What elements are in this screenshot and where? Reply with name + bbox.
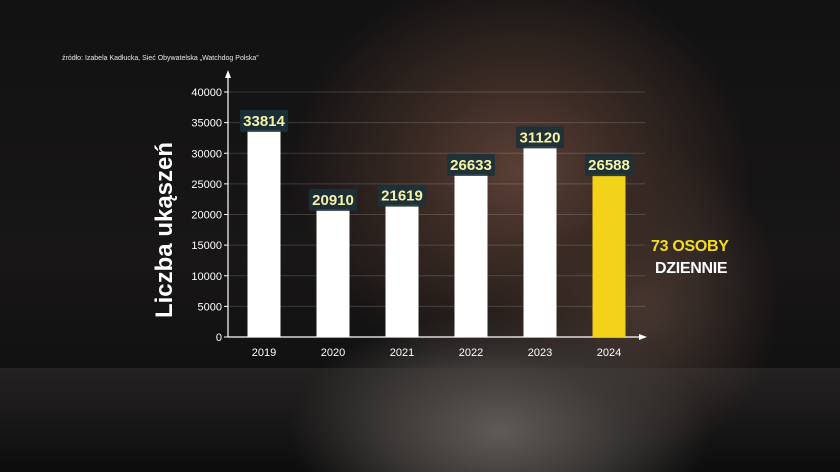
- x-axis-arrow: [639, 334, 647, 340]
- daily-count-note: 73 OSOBY: [651, 238, 729, 255]
- value-label: 31120: [520, 129, 561, 146]
- background-band: [0, 368, 840, 472]
- bar: [247, 129, 281, 337]
- bar: [454, 173, 488, 337]
- bars: [247, 129, 626, 337]
- axes: [224, 70, 647, 340]
- y-axis-arrow: [225, 70, 231, 78]
- y-tick-label: 5000: [198, 301, 222, 313]
- x-tick-label: 2024: [597, 347, 621, 359]
- y-tick-label: 35000: [191, 118, 222, 130]
- x-tick-label: 2021: [390, 347, 414, 359]
- value-label-box: [240, 109, 288, 132]
- bar: [592, 174, 626, 337]
- value-label: 26588: [588, 157, 630, 174]
- gridlines: [228, 91, 645, 307]
- value-label: 33814: [243, 113, 285, 130]
- y-tick-label: 25000: [191, 179, 222, 191]
- y-tick-label: 10000: [191, 271, 222, 283]
- value-label-box: [378, 184, 426, 207]
- x-tick-label: 2023: [528, 347, 552, 359]
- value-labels: 33814 20910 21619 26633 31120 26588: [240, 109, 633, 211]
- y-tick-label: 30000: [191, 148, 222, 160]
- bar: [385, 204, 419, 337]
- value-label-box: [516, 126, 564, 149]
- daily-note-suffix: DZIENNIE: [655, 260, 728, 277]
- value-label: 21619: [381, 188, 423, 205]
- y-tick-labels: 0 5000 10000 15000 20000 25000 30000 35000 40000: [191, 87, 222, 344]
- x-tick-label: 2020: [321, 347, 345, 359]
- value-label: 20910: [312, 192, 354, 209]
- source-caption: źródło: Izabela Kadłucka, Sieć Obywatels…: [62, 55, 259, 62]
- y-tick-label: 20000: [191, 210, 222, 222]
- y-tick-label: 40000: [191, 87, 222, 99]
- x-tick-labels: 2019 2020 2021 2022 2023 2024: [252, 347, 621, 359]
- value-label: 26633: [450, 157, 492, 174]
- y-tick-label: 0: [216, 332, 222, 344]
- value-label-box: [447, 153, 495, 176]
- x-tick-label: 2022: [459, 347, 483, 359]
- bar: [316, 208, 350, 337]
- bar: [523, 146, 557, 337]
- y-tick-label: 15000: [191, 240, 222, 252]
- x-tick-label: 2019: [252, 347, 276, 359]
- value-label-box: [585, 154, 633, 177]
- value-label-box: [309, 188, 357, 211]
